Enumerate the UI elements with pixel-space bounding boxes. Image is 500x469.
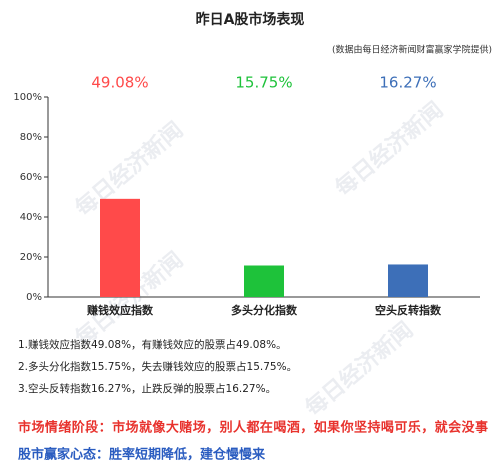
y-tick-label: 0%	[26, 292, 42, 303]
chart-title: 昨日A股市场表现	[196, 11, 305, 28]
y-tick-label: 60%	[20, 172, 42, 183]
bar	[244, 265, 284, 297]
footer-line: 市场情绪阶段：市场就像大赌场，别人都在喝酒，如果你坚持喝可乐，就会没事	[18, 420, 488, 436]
value-label: 16.27%	[379, 74, 436, 92]
value-label: 15.75%	[235, 74, 292, 92]
footer-line: 股市赢家心态：胜率短期降低，建仓慢慢来	[18, 447, 266, 463]
chart-subtitle: (数据由每日经济新闻财富赢家学院提供)	[332, 44, 492, 56]
y-tick-label: 100%	[13, 92, 42, 103]
watermark: 每日经济新闻	[300, 317, 418, 422]
value-label: 49.08%	[91, 74, 148, 92]
y-tick-label: 80%	[20, 132, 42, 143]
note: 3.空头反转指数16.27%，止跌反弹的股票占16.27%。	[18, 382, 276, 395]
x-tick-label: 赚钱效应指数	[86, 303, 154, 317]
x-tick-label: 多头分化指数	[231, 303, 298, 317]
bar	[388, 264, 428, 297]
note: 1.赚钱效应指数49.08%，有赚钱效应的股票占49.08%。	[18, 338, 287, 351]
watermark: 每日经济新闻	[330, 97, 448, 202]
y-tick-label: 20%	[20, 252, 42, 263]
bar	[100, 198, 140, 297]
x-tick-label: 空头反转指数	[375, 303, 442, 317]
note: 2.多头分化指数15.75%，失去赚钱效应的股票占15.75%。	[18, 360, 297, 373]
y-tick-label: 40%	[20, 212, 42, 223]
